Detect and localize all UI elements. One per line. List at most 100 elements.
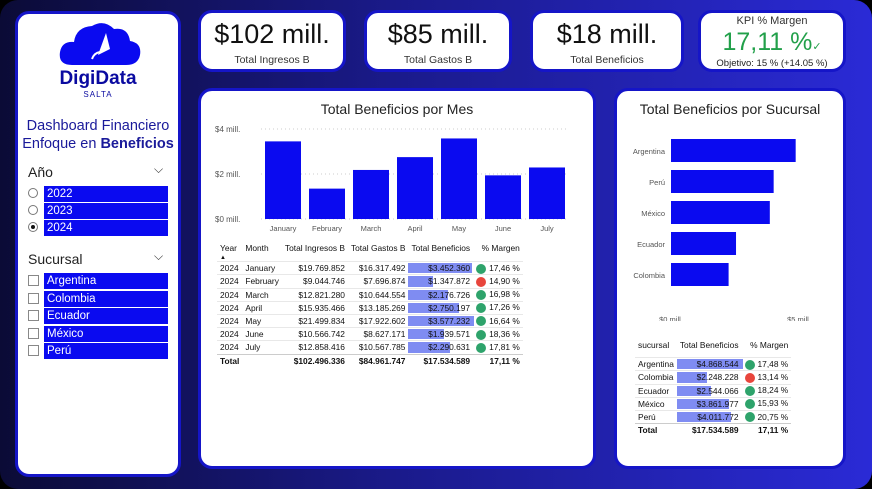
table-row[interactable]: México $3.861.977 15,93 % [635, 396, 792, 411]
cell-margen: 16,64 % [473, 313, 523, 328]
checkbox-icon[interactable] [28, 275, 39, 286]
bar-june[interactable] [485, 175, 521, 219]
cell-beneficios: $2.248.228 [676, 370, 742, 385]
bar-colombia[interactable] [671, 263, 729, 286]
kpi-beneficios: $18 mill. Total Beneficios [530, 10, 684, 72]
status-dot-icon [744, 372, 755, 383]
beneficios-databar [408, 276, 434, 287]
bar-january[interactable] [265, 141, 301, 219]
beneficios-databar [676, 398, 729, 409]
bar-may[interactable] [441, 138, 477, 219]
y-tick-label: Ecuador [637, 240, 665, 249]
beneficios-databar [408, 289, 449, 300]
branch-table-header[interactable]: sucursal [638, 340, 670, 351]
cell-ingresos: $19.769.852 [281, 261, 348, 275]
table-row[interactable]: 2024 April $15.935.466 $13.185.269 $2.750.19… [217, 300, 523, 315]
monthly-table-header[interactable]: Total Ingresos B [284, 243, 345, 254]
monthly-table-header[interactable]: Total Beneficios [411, 243, 471, 254]
status-dot-icon [744, 386, 755, 397]
checkbox-icon[interactable] [28, 345, 39, 356]
cell-margen: 17,26 % [473, 300, 523, 315]
table-row[interactable]: Perú $4.011.772 20,75 % [635, 409, 792, 424]
sort-asc-icon[interactable]: ▲ [220, 254, 226, 261]
checkbox-icon[interactable] [28, 310, 39, 321]
checkbox-icon[interactable] [28, 327, 39, 339]
table-row[interactable]: 2024 May $21.499.834 $17.922.602 $3.577.232 1… [217, 313, 523, 328]
cell-margen: 14,90 % [473, 274, 523, 289]
cell-ingresos: $21.499.834 [281, 313, 348, 328]
cell-margen: 15,93 % [741, 396, 792, 411]
cell-beneficios: $1.939.571 [408, 327, 474, 341]
monthly-table-header[interactable]: Total Gastos B [350, 243, 406, 254]
cell-year: 2024 [217, 327, 243, 341]
table-row[interactable]: 2024 January $19.769.852 $16.317.492 $3.452.… [217, 261, 523, 275]
year-option-2022[interactable]: 2022 [28, 186, 188, 202]
bar-april[interactable] [397, 157, 433, 219]
cell-gastos: $8.627.171 [347, 327, 409, 341]
cell-beneficios: $3.861.977 [676, 396, 742, 411]
cell-margen: 18,36 % [473, 327, 523, 341]
chevron-down-icon[interactable]: ⌵ [154, 162, 164, 176]
year-option-label: 2022 [44, 186, 168, 202]
branch-option-label: Perú [44, 343, 168, 359]
cell-month: February [242, 274, 282, 289]
table-row[interactable]: 2024 February $9.044.746 $7.696.874 $1.347.8… [217, 274, 523, 289]
branch-table-header[interactable]: Total Beneficios [679, 340, 739, 351]
checkbox-icon[interactable] [28, 292, 39, 304]
bar-perú[interactable] [671, 170, 774, 193]
bar-july[interactable] [529, 167, 565, 219]
cell-month: March [242, 287, 282, 302]
total-beneficios: $17.534.589 [676, 423, 742, 437]
branch-table-header[interactable]: % Margen [750, 340, 789, 351]
beneficios-databar [676, 385, 711, 396]
year-option-label: 2023 [44, 203, 168, 219]
kpi-ingresos: $102 mill. Total Ingresos B [198, 10, 346, 72]
kpi-gastos-label: Total Gastos B [403, 54, 473, 66]
y-tick-label: $2 mill. [215, 170, 240, 179]
branch-option[interactable]: Argentina [28, 273, 188, 289]
status-dot-icon [744, 399, 755, 410]
table-row[interactable]: Colombia $2.248.228 13,14 % [635, 370, 792, 385]
monthly-table-header[interactable]: Month [245, 243, 269, 254]
x-tick-label: April [407, 224, 422, 233]
radio-icon[interactable] [28, 188, 38, 198]
status-dot-icon [744, 359, 755, 370]
table-row[interactable]: 2024 July $12.858.416 $10.567.785 $2.290.631… [217, 340, 523, 354]
bar-méxico[interactable] [671, 201, 770, 224]
bar-march[interactable] [353, 169, 389, 219]
kpi-margen-goal: Objetivo: 15 % (+14.05 %) [716, 58, 828, 69]
monthly-table-header[interactable]: % Margen [481, 243, 520, 254]
cell-year: 2024 [217, 261, 243, 275]
year-option-2024[interactable]: 2024 [28, 220, 188, 236]
monthly-table-header[interactable]: Year [220, 243, 237, 254]
table-row[interactable]: Ecuador $2.544.066 18,24 % [635, 383, 792, 398]
branch-option[interactable]: Ecuador [28, 308, 188, 324]
cell-gastos: $7.696.874 [347, 274, 409, 289]
x-tick-label: $0 mill. [659, 315, 683, 321]
status-dot-icon [476, 329, 487, 340]
beneficios-databar [408, 315, 475, 327]
bar-ecuador[interactable] [671, 232, 737, 255]
table-row[interactable]: 2024 June $10.566.742 $8.627.171 $1.939.571 1… [217, 327, 523, 341]
year-option-2023[interactable]: 2023 [28, 203, 188, 219]
cell-beneficios: $2.750.197 [408, 300, 474, 315]
table-row[interactable]: 2024 March $12.821.280 $10.644.554 $2.176.72… [217, 287, 523, 302]
total-margen: 17,11 % [741, 423, 792, 437]
branch-option[interactable]: Colombia [28, 290, 188, 307]
bar-february[interactable] [309, 188, 345, 219]
branch-option-label: Ecuador [44, 308, 168, 324]
branch-option[interactable]: México [28, 325, 188, 342]
y-tick-label: México [641, 209, 665, 218]
kpi-ingresos-label: Total Ingresos B [234, 54, 310, 66]
monthly-card: Total Beneficios por Mes $4 mill. $2 mill… [198, 88, 596, 469]
branch-option[interactable]: Perú [28, 343, 188, 359]
bar-argentina[interactable] [671, 139, 796, 162]
y-tick-label: Perú [649, 178, 665, 187]
x-tick-label: June [495, 224, 511, 233]
table-row[interactable]: Argentina $4.868.544 17,48 % [635, 357, 792, 371]
cell-month: July [242, 340, 282, 354]
chevron-down-icon[interactable]: ⌵ [154, 249, 164, 263]
brand-sub: SALTA [83, 90, 113, 99]
radio-icon[interactable] [28, 205, 38, 215]
radio-icon[interactable] [28, 222, 38, 232]
